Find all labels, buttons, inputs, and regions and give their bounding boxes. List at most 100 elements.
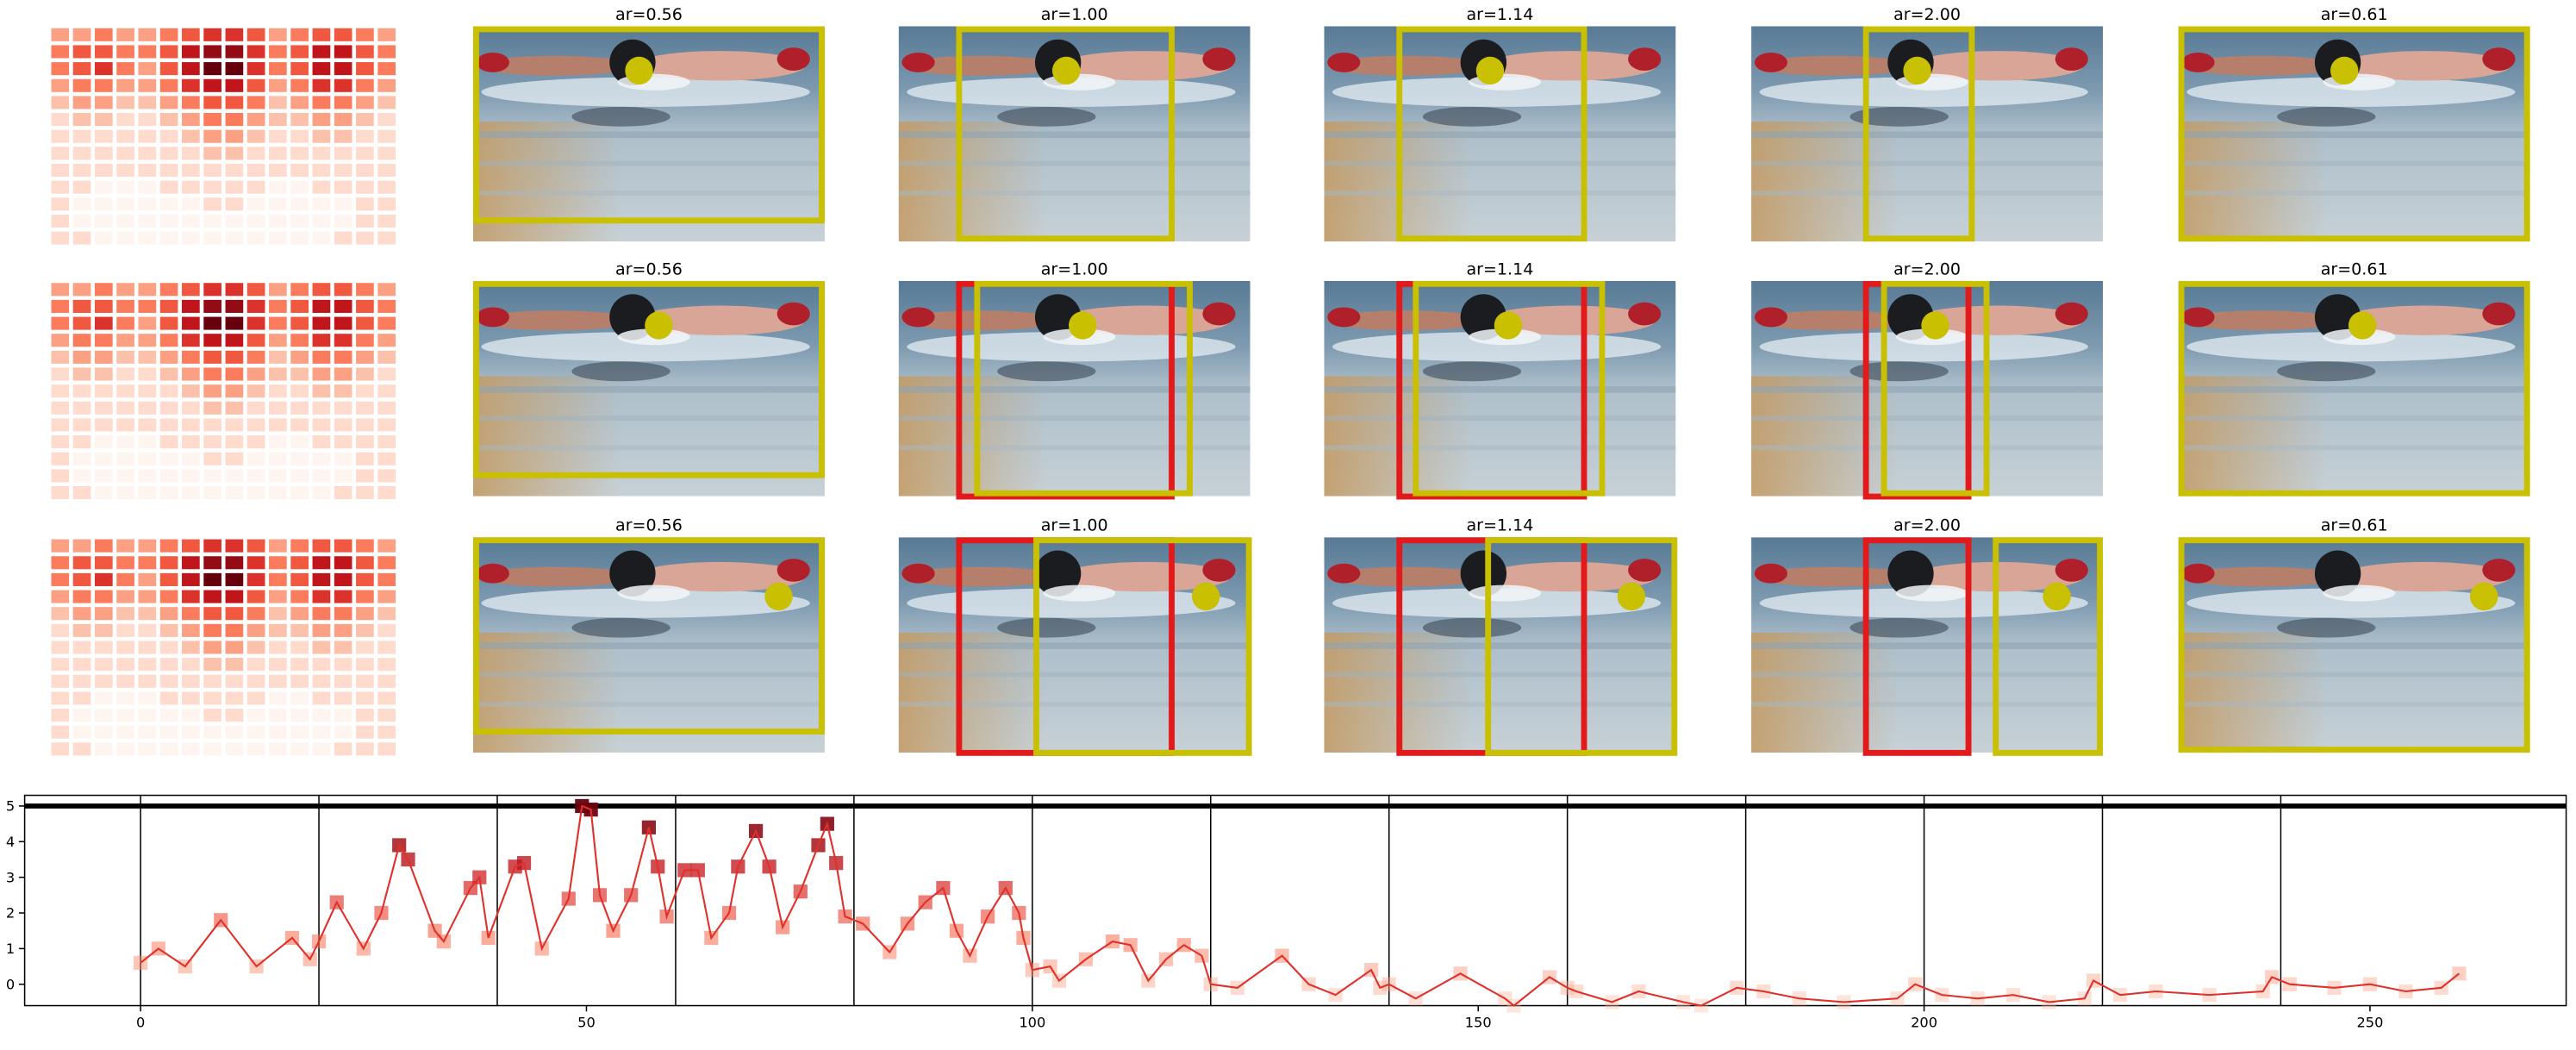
yellow-box xyxy=(1993,537,2104,756)
heatmap-cell xyxy=(116,486,134,500)
heatmap-cell xyxy=(312,163,331,178)
series-line xyxy=(140,804,2461,1007)
heatmap-cell xyxy=(312,401,331,415)
heatmap-cell xyxy=(225,486,244,500)
heatmap-cell xyxy=(246,180,265,194)
heatmap-cell xyxy=(334,214,352,228)
heatmap-cell xyxy=(225,299,244,313)
yellow-box xyxy=(1881,280,1990,497)
heatmap-cell xyxy=(159,418,178,432)
panel-title: ar=1.00 xyxy=(1041,5,1108,24)
heatmap-cell xyxy=(116,658,134,672)
heatmap-cell xyxy=(377,367,396,381)
heatmap-cell xyxy=(51,742,70,756)
heatmap-cell xyxy=(203,62,221,76)
heatmap-cell xyxy=(246,674,265,688)
heatmap-cell xyxy=(116,691,134,705)
heatmap-cell xyxy=(72,572,91,586)
heatmap-cell xyxy=(182,350,200,364)
heatmap-cell xyxy=(334,556,352,570)
heatmap-cell xyxy=(159,78,178,92)
heatmap-cell xyxy=(269,316,287,330)
heatmap-cell xyxy=(94,674,113,688)
heatmap-cell xyxy=(51,674,70,688)
heatmap-cell xyxy=(94,709,113,722)
heatmap-cell xyxy=(182,418,200,432)
heatmap-cell xyxy=(334,350,352,364)
heatmap-cell xyxy=(246,486,265,500)
yellow-box xyxy=(1485,537,1678,756)
heatmap-cell xyxy=(72,674,91,688)
red-box xyxy=(1862,537,1972,756)
heatmap-cell xyxy=(138,435,157,449)
heatmap-cell xyxy=(312,96,331,109)
yellow-box xyxy=(1033,537,1252,756)
heatmap-cell xyxy=(116,641,134,654)
heatmap-cell xyxy=(334,590,352,603)
keypoint xyxy=(1069,311,1097,340)
keypoint xyxy=(2470,582,2498,611)
heatmap-cell xyxy=(334,435,352,449)
heatmap-cell xyxy=(138,180,157,194)
heatmap-cell xyxy=(116,214,134,228)
yellow-box xyxy=(956,26,1175,242)
heatmap-cell xyxy=(356,367,374,381)
heatmap-cell xyxy=(290,96,309,109)
heatmap-cell xyxy=(290,163,309,178)
heatmap-cell xyxy=(269,147,287,160)
heatmap-cell xyxy=(138,452,157,466)
photo xyxy=(2178,26,2530,242)
heatmap-cell xyxy=(225,607,244,621)
heatmap-cell xyxy=(116,350,134,364)
heatmap-cell xyxy=(377,539,396,553)
heatmap-cell xyxy=(334,486,352,500)
y-tick-label: 5 xyxy=(6,798,15,815)
heatmap-cell xyxy=(225,113,244,127)
heatmap-cell xyxy=(159,641,178,654)
heatmap-cell xyxy=(159,435,178,449)
heatmap-cell xyxy=(312,435,331,449)
heatmap-cell xyxy=(269,62,287,76)
heatmap-cell xyxy=(94,607,113,621)
photo xyxy=(473,26,825,242)
heatmap-cell xyxy=(138,623,157,637)
yellow-box xyxy=(472,26,825,224)
heatmap-cell xyxy=(269,539,287,553)
heatmap-cell xyxy=(334,607,352,621)
heatmap-cell xyxy=(290,283,309,297)
heatmap-cell xyxy=(94,641,113,654)
heatmap-cell xyxy=(203,78,221,92)
heatmap-cell xyxy=(312,214,331,228)
heatmap-cell xyxy=(312,45,331,59)
heatmap-cell xyxy=(94,299,113,313)
heatmap-cell xyxy=(356,452,374,466)
heatmap-cell xyxy=(203,113,221,127)
heatmap-cell xyxy=(203,725,221,739)
heatmap-cell xyxy=(312,590,331,603)
heatmap-cell xyxy=(203,469,221,483)
heatmap-cell xyxy=(312,658,331,672)
heatmap-cell xyxy=(225,316,244,330)
heatmap-cell xyxy=(334,367,352,381)
heatmap-cell xyxy=(377,350,396,364)
heatmap-cell xyxy=(138,384,157,398)
heatmap-cell xyxy=(159,147,178,160)
heatmap-cell xyxy=(246,214,265,228)
heatmap-cell xyxy=(377,180,396,194)
heatmap-cell xyxy=(72,435,91,449)
heatmap-cell xyxy=(159,231,178,245)
heatmap-cell xyxy=(72,28,91,41)
heatmap-cell xyxy=(72,742,91,756)
heatmap-cell xyxy=(94,691,113,705)
heatmap-cell xyxy=(334,418,352,432)
heatmap-cell xyxy=(138,197,157,211)
heatmap-cell xyxy=(356,623,374,637)
heatmap-cell xyxy=(356,129,374,143)
heatmap-cell xyxy=(312,367,331,381)
heatmap-cell xyxy=(94,129,113,143)
panel-title: ar=2.00 xyxy=(1893,259,1961,278)
heatmap-cell xyxy=(182,623,200,637)
heatmap-cell xyxy=(72,299,91,313)
photo xyxy=(473,280,825,497)
heatmap-cell xyxy=(377,401,396,415)
